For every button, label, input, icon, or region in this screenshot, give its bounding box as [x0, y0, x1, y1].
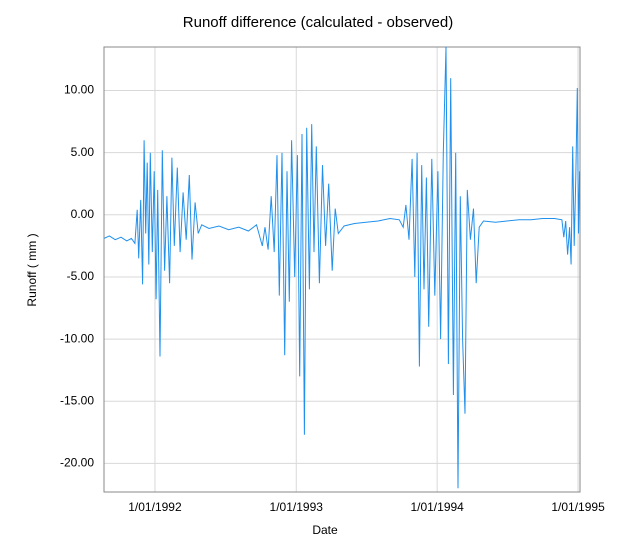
y-tick-label: 5.00 [71, 145, 95, 159]
y-tick-label: -15.00 [60, 393, 94, 407]
data-line [103, 46, 581, 489]
x-tick-label: 1/01/1994 [410, 500, 464, 514]
y-tick-label: 0.00 [71, 207, 95, 221]
y-tick-label: -10.00 [60, 331, 94, 345]
chart-title: Runoff difference (calculated - observed… [183, 14, 453, 31]
x-tick-label: 1/01/1995 [551, 500, 605, 514]
x-axis-label: Date [312, 523, 338, 537]
y-tick-label: -20.00 [60, 456, 94, 470]
x-tick-label: 1/01/1993 [270, 500, 324, 514]
x-tick-label: 1/01/1992 [128, 500, 182, 514]
y-tick-label: 10.00 [64, 83, 94, 97]
y-axis-label: Runoff ( mm ) [25, 233, 39, 306]
y-tick-label: -5.00 [67, 269, 95, 283]
plot-frame [103, 46, 581, 493]
